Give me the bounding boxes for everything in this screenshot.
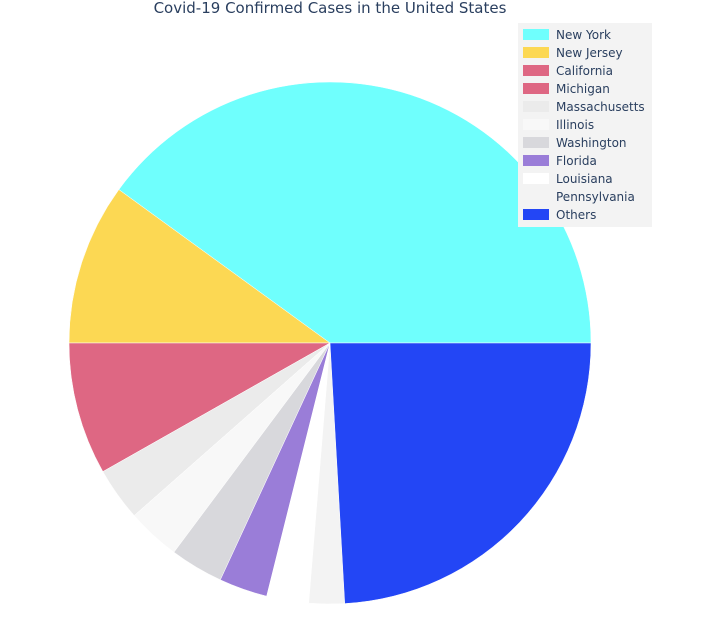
chart-legend[interactable]: New York New Jersey California Michigan Mass… — [518, 23, 652, 227]
legend-swatch-louisiana[interactable] — [523, 173, 549, 184]
legend-label-california[interactable]: California — [556, 64, 613, 78]
legend-swatch-california[interactable] — [523, 65, 549, 76]
pie-slice-others[interactable] — [329, 342, 592, 604]
legend-swatch-michigan[interactable] — [523, 83, 549, 94]
legend-swatch-washington[interactable] — [523, 137, 549, 148]
legend-label-others[interactable]: Others — [556, 208, 596, 222]
legend-label-new-jersey[interactable]: New Jersey — [556, 46, 623, 60]
pie-slices — [68, 81, 592, 605]
legend-label-washington[interactable]: Washington — [556, 136, 627, 150]
pie-slice-new-york[interactable] — [118, 81, 592, 344]
legend-swatch-new-york[interactable] — [523, 29, 549, 40]
legend-label-michigan[interactable]: Michigan — [556, 82, 610, 96]
legend-label-massachusetts[interactable]: Massachusetts — [556, 100, 645, 114]
pie-slice-new-jersey[interactable] — [68, 189, 331, 344]
legend-label-florida[interactable]: Florida — [556, 154, 597, 168]
legend-swatch-pennsylvania[interactable] — [523, 191, 549, 202]
legend-label-pennsylvania[interactable]: Pennsylvania — [556, 190, 635, 204]
legend-label-illinois[interactable]: Illinois — [556, 118, 594, 132]
legend-swatch-others[interactable] — [523, 209, 549, 220]
legend-swatch-new-jersey[interactable] — [523, 47, 549, 58]
legend-swatch-illinois[interactable] — [523, 119, 549, 130]
legend-swatch-massachusetts[interactable] — [523, 101, 549, 112]
legend-label-new-york[interactable]: New York — [556, 28, 611, 42]
legend-label-louisiana[interactable]: Louisiana — [556, 172, 613, 186]
legend-swatch-florida[interactable] — [523, 155, 549, 166]
pie-slice-california[interactable] — [68, 342, 331, 472]
chart-title: Covid-19 Confirmed Cases in the United S… — [154, 0, 507, 17]
